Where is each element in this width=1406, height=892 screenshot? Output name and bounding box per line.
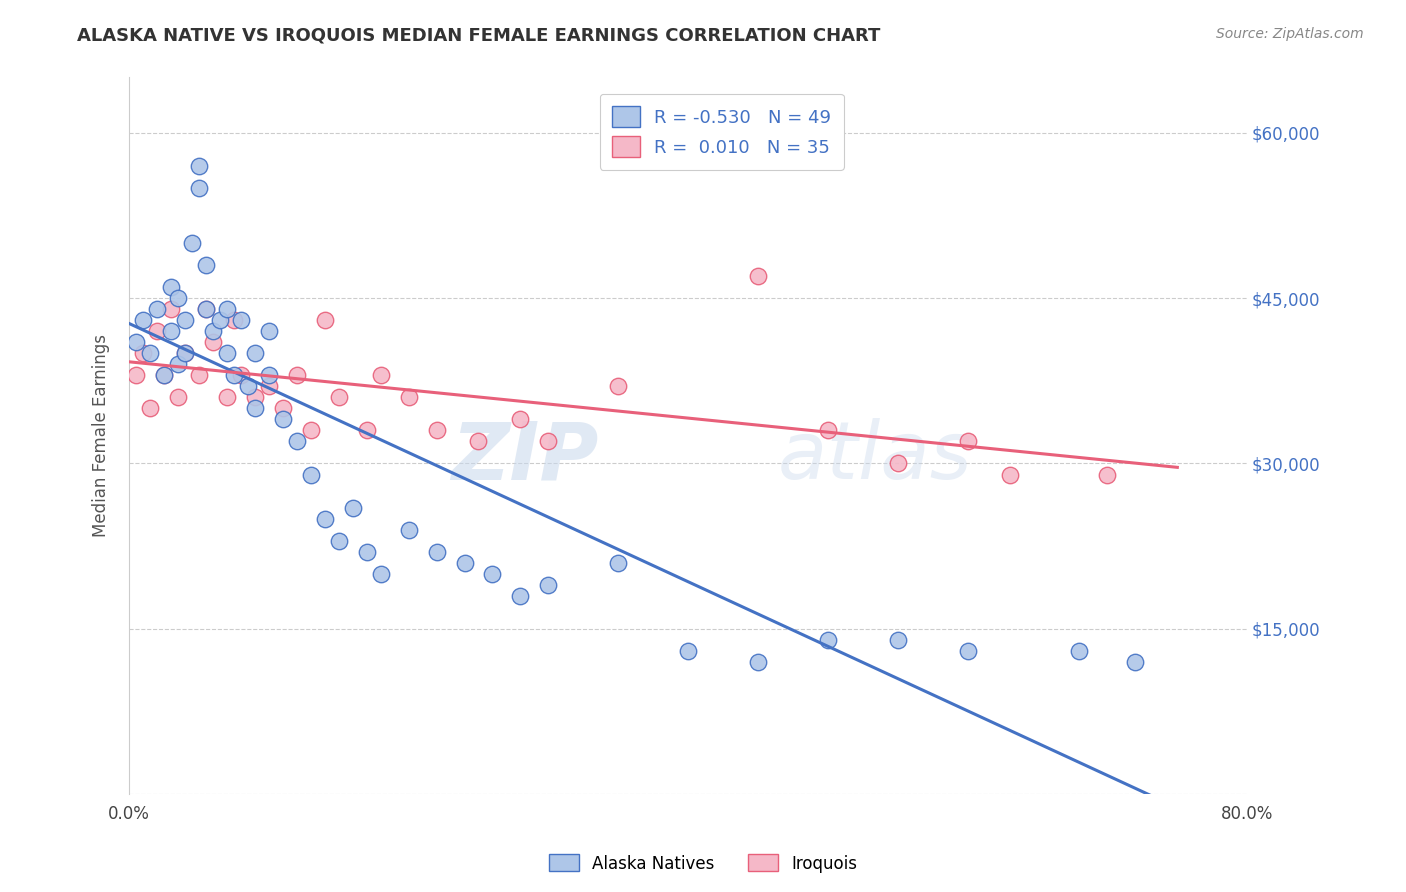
Point [146, 301, 169, 316]
Point [285, 368, 308, 383]
Point [160, 280, 183, 294]
Point [167, 390, 190, 404]
Point [229, 368, 252, 383]
Point [139, 346, 162, 360]
Point [139, 401, 162, 416]
Point [299, 423, 322, 437]
Point [356, 545, 378, 559]
Point [243, 401, 266, 416]
Point [467, 434, 489, 449]
Point [215, 390, 238, 404]
Point [125, 335, 148, 350]
Point [243, 390, 266, 404]
Point [328, 390, 350, 404]
Point [998, 467, 1021, 482]
Point [1097, 467, 1119, 482]
Point [1125, 655, 1147, 669]
Point [167, 357, 190, 371]
Point [285, 434, 308, 449]
Text: ALASKA NATIVE VS IROQUOIS MEDIAN FEMALE EARNINGS CORRELATION CHART: ALASKA NATIVE VS IROQUOIS MEDIAN FEMALE … [77, 27, 880, 45]
Point [229, 313, 252, 327]
Point [817, 632, 839, 647]
Point [817, 423, 839, 437]
Point [509, 412, 531, 426]
Point [271, 412, 294, 426]
Legend: Alaska Natives, Iroquois: Alaska Natives, Iroquois [543, 847, 863, 880]
Point [257, 368, 280, 383]
Text: Source: ZipAtlas.com: Source: ZipAtlas.com [1216, 27, 1364, 41]
Point [188, 180, 211, 194]
Point [167, 291, 190, 305]
Legend: R = -0.530   N = 49, R =  0.010   N = 35: R = -0.530 N = 49, R = 0.010 N = 35 [600, 94, 844, 169]
Point [146, 324, 169, 338]
Point [208, 313, 231, 327]
Point [215, 301, 238, 316]
Point [188, 159, 211, 173]
Point [1069, 644, 1091, 658]
Point [201, 324, 224, 338]
Point [201, 335, 224, 350]
Point [956, 644, 979, 658]
Point [160, 324, 183, 338]
Point [398, 390, 420, 404]
Y-axis label: Median Female Earnings: Median Female Earnings [93, 334, 110, 537]
Point [194, 258, 217, 272]
Point [481, 566, 503, 581]
Point [132, 313, 155, 327]
Point [314, 511, 336, 525]
Point [222, 368, 245, 383]
Point [453, 556, 475, 570]
Text: ZIP: ZIP [451, 418, 599, 497]
Point [607, 379, 630, 393]
Point [426, 423, 449, 437]
Point [887, 457, 910, 471]
Point [174, 313, 197, 327]
Point [174, 346, 197, 360]
Point [747, 268, 769, 283]
Point [153, 368, 176, 383]
Point [314, 313, 336, 327]
Point [398, 523, 420, 537]
Point [257, 379, 280, 393]
Point [194, 301, 217, 316]
Point [194, 301, 217, 316]
Point [426, 545, 449, 559]
Point [370, 368, 392, 383]
Point [887, 632, 910, 647]
Point [181, 235, 204, 250]
Point [537, 578, 560, 592]
Text: atlas: atlas [778, 418, 973, 497]
Point [271, 401, 294, 416]
Point [132, 346, 155, 360]
Point [342, 500, 364, 515]
Point [356, 423, 378, 437]
Point [243, 346, 266, 360]
Point [257, 324, 280, 338]
Point [299, 467, 322, 482]
Point [370, 566, 392, 581]
Point [222, 313, 245, 327]
Point [125, 368, 148, 383]
Point [607, 556, 630, 570]
Point [188, 368, 211, 383]
Point [160, 301, 183, 316]
Point [509, 589, 531, 603]
Point [174, 346, 197, 360]
Point [537, 434, 560, 449]
Point [328, 533, 350, 548]
Point [956, 434, 979, 449]
Point [215, 346, 238, 360]
Point [236, 379, 259, 393]
Point [153, 368, 176, 383]
Point [676, 644, 699, 658]
Point [747, 655, 769, 669]
